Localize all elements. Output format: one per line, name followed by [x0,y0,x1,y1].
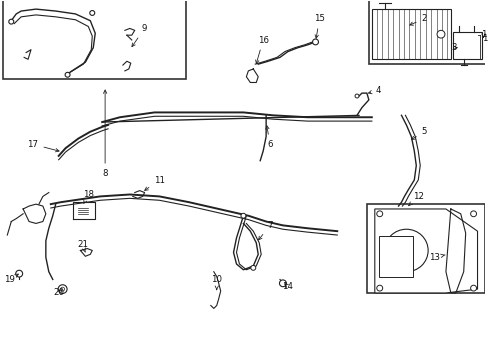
Bar [379,236,414,276]
Bar [3,0,186,78]
Bar [453,32,483,59]
Text: 14: 14 [282,282,294,291]
Text: 3: 3 [451,43,457,52]
Text: 20: 20 [53,288,64,297]
Text: 13: 13 [429,253,445,262]
Circle shape [241,213,246,218]
Circle shape [385,229,428,272]
Text: 21: 21 [77,240,88,252]
Text: 12: 12 [409,192,424,206]
Text: 6: 6 [266,126,273,149]
Text: 11: 11 [145,176,165,190]
Text: 1: 1 [483,33,488,42]
Text: 15: 15 [314,14,325,38]
Circle shape [470,285,477,291]
Circle shape [377,285,383,291]
Text: 10: 10 [211,275,222,290]
Text: 18: 18 [83,190,94,203]
Text: 4: 4 [368,86,382,95]
Text: 5: 5 [412,127,427,139]
Circle shape [251,265,256,270]
Bar [367,204,486,293]
Text: 17: 17 [27,140,59,152]
Text: 2: 2 [410,14,427,25]
Circle shape [355,94,359,98]
Polygon shape [375,209,478,293]
Bar [372,9,451,59]
Circle shape [437,30,445,38]
Circle shape [65,72,70,77]
Text: 7: 7 [259,221,273,240]
Text: 1: 1 [481,30,486,39]
Text: 16: 16 [256,36,269,63]
Text: 9: 9 [132,24,147,46]
Bar [369,0,488,64]
Circle shape [470,211,477,217]
Circle shape [313,39,318,45]
Circle shape [377,211,383,217]
Circle shape [61,287,65,291]
Text: 8: 8 [102,90,108,178]
Circle shape [16,270,23,277]
Circle shape [279,280,286,287]
Text: 19: 19 [4,274,18,284]
Circle shape [9,19,14,24]
Circle shape [90,10,95,15]
Circle shape [58,285,67,293]
